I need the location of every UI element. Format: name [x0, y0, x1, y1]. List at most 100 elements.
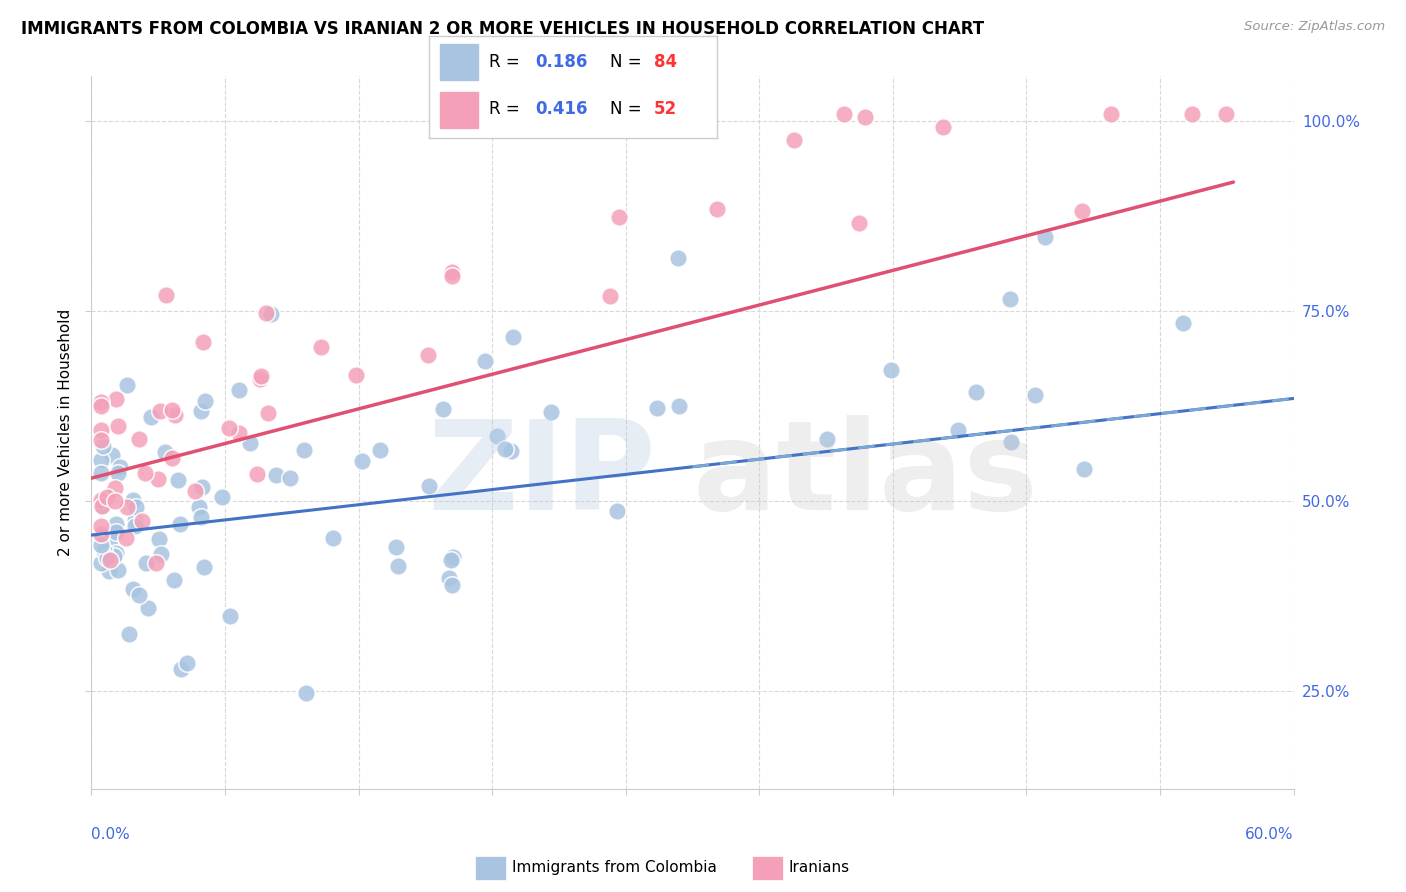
Point [965, 384, 987, 399]
Point [194, 394, 217, 409]
Bar [440, 92, 478, 128]
Point [125, 500, 148, 514]
Point [167, 473, 190, 487]
Point [135, 556, 157, 570]
Point [440, 577, 463, 591]
Text: N =: N = [610, 100, 647, 118]
Point [90, 556, 112, 570]
Point [107, 466, 129, 480]
Text: IMMIGRANTS FROM COLOMBIA VS IRANIAN 2 OR MORE VEHICLES IN HOUSEHOLD CORRELATION : IMMIGRANTS FROM COLOMBIA VS IRANIAN 2 OR… [21, 20, 984, 37]
Point [191, 480, 214, 494]
Y-axis label: 2 or more Vehicles in Household: 2 or more Vehicles in Household [58, 309, 73, 557]
Point [706, 202, 728, 216]
Point [228, 384, 250, 398]
Point [90, 529, 112, 543]
Point [432, 402, 454, 417]
Point [666, 251, 689, 265]
Point [170, 662, 193, 676]
Point [104, 516, 127, 531]
Point [250, 368, 273, 383]
Point [122, 582, 145, 596]
Point [121, 493, 143, 508]
Point [437, 572, 460, 586]
Point [260, 307, 283, 321]
Point [148, 472, 170, 486]
Point [1099, 107, 1122, 121]
Point [107, 419, 129, 434]
Point [932, 120, 955, 134]
Point [131, 514, 153, 528]
Point [211, 490, 233, 504]
Point [90, 399, 112, 413]
Point [98, 564, 121, 578]
Point [145, 556, 167, 570]
Text: atlas: atlas [692, 415, 1038, 536]
Point [219, 609, 242, 624]
Point [416, 348, 439, 362]
Point [264, 468, 287, 483]
Point [599, 288, 621, 302]
Point [256, 406, 278, 420]
Point [96, 551, 118, 566]
Point [176, 656, 198, 670]
Point [239, 436, 262, 450]
Point [115, 531, 138, 545]
Point [136, 601, 159, 615]
Point [191, 334, 214, 349]
Point [104, 525, 127, 540]
Point [90, 500, 112, 514]
Point [101, 530, 124, 544]
Point [1024, 387, 1046, 401]
Point [124, 513, 146, 527]
Point [128, 432, 150, 446]
Point [190, 510, 212, 524]
Text: Source: ZipAtlas.com: Source: ZipAtlas.com [1244, 20, 1385, 33]
Point [322, 531, 344, 545]
Text: R =: R = [489, 100, 526, 118]
Text: 0.186: 0.186 [536, 53, 588, 70]
Point [118, 627, 141, 641]
Point [1181, 107, 1204, 121]
Text: N =: N = [610, 53, 647, 70]
Point [91, 439, 114, 453]
Point [98, 553, 121, 567]
Point [998, 293, 1021, 307]
Point [105, 392, 128, 407]
Point [441, 550, 464, 565]
Point [387, 558, 409, 573]
Point [134, 466, 156, 480]
Point [93, 543, 115, 558]
Point [668, 400, 690, 414]
Text: 0.416: 0.416 [536, 100, 588, 118]
Point [90, 499, 112, 513]
Point [90, 452, 112, 467]
Point [128, 588, 150, 602]
Text: 60.0%: 60.0% [1246, 827, 1294, 841]
Point [540, 405, 562, 419]
Point [1070, 203, 1092, 218]
Point [948, 423, 970, 437]
Point [90, 519, 112, 533]
Text: 84: 84 [654, 53, 676, 70]
Point [115, 500, 138, 514]
Point [104, 546, 127, 560]
Point [163, 408, 186, 422]
Point [440, 553, 463, 567]
Point [246, 467, 269, 481]
Point [1035, 229, 1057, 244]
Point [1000, 434, 1022, 449]
Point [440, 265, 463, 279]
Point [169, 516, 191, 531]
Point [1073, 462, 1095, 476]
Point [832, 107, 855, 121]
Point [344, 368, 367, 382]
Point [104, 493, 127, 508]
Point [193, 560, 215, 574]
Point [292, 443, 315, 458]
Point [149, 404, 172, 418]
Point [494, 442, 516, 457]
Point [104, 481, 127, 495]
Point [474, 354, 496, 368]
Point [1171, 316, 1194, 330]
Point [108, 460, 131, 475]
